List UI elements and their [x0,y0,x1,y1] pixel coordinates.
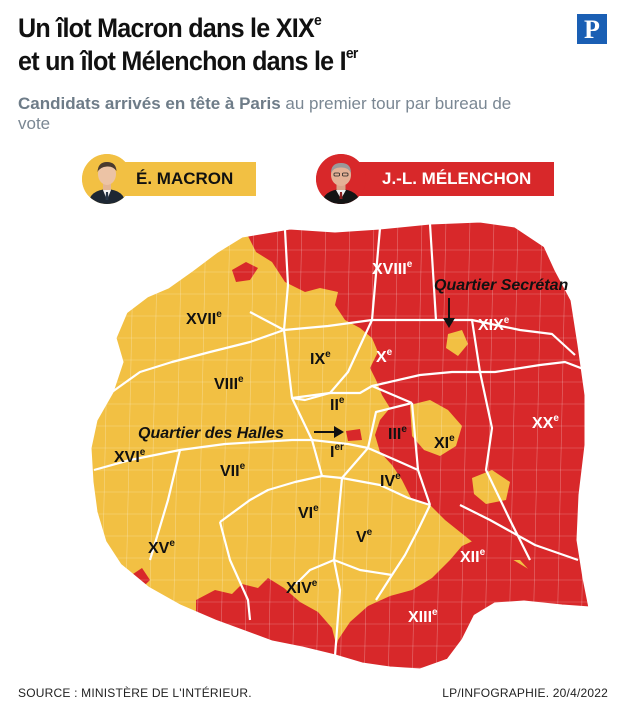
melenchon-pocket-halles [346,429,362,441]
arr-label-xvi: XVIe [114,447,146,466]
macron-portrait-icon [82,154,132,204]
title-line-1: Un îlot Macron dans le XIXe [18,12,322,43]
arrondissement-borders [93,223,587,657]
arr-label-xiv: XIVe [286,578,318,597]
arr-label-ix: IXe [310,349,331,368]
arr-label-vii: VIIe [220,461,246,480]
arr-label-viii: VIIIe [214,374,244,393]
arr-label-iii: IIIe [388,424,407,443]
macron-pocket-xii [472,470,510,504]
infographic-credit: LP/INFOGRAPHIE. 20/4/2022 [442,686,608,700]
arr-label-xvii: XVIIe [186,309,222,328]
paris-outline [88,220,592,672]
legend-melenchon: J.-L. MÉLENCHON [342,162,554,196]
arr-label-iv: IVe [380,471,401,490]
melenchon-spot-xvii [232,262,258,282]
annotation-halles: Quartier des Halles [138,425,284,442]
annotation-secretan: Quartier Secrétan [434,277,569,294]
arrow-right-icon [314,426,344,438]
arr-label-xx: XXe [532,413,559,432]
arr-label-v: Ve [356,527,373,546]
arr-label-xv: XVe [148,538,175,557]
arr-label-xix: XIXe [478,315,510,334]
arr-label-xi: XIe [434,433,455,452]
arr-label-xii: XIIe [460,547,486,566]
macron-pocket-secretan [446,330,468,356]
arr-label-xviii: XVIIIe [372,259,413,278]
le-parisien-logo: P [577,14,607,44]
title-line-2: et un îlot Mélenchon dans le Ier [18,45,358,76]
paris-map: Xe XVIIIe XIXe XXe XIIe XIIIe XVIIe IXe … [88,220,592,672]
arrow-down-icon [443,298,455,328]
arr-label-xiii: XIIIe [408,607,438,626]
map-title: Un îlot Macron dans le XIXe et un îlot M… [18,12,520,78]
melenchon-portrait-icon [316,154,366,204]
map-subtitle: Candidats arrivés en tête à Paris au pre… [18,94,512,133]
arr-label-ii: IIe [330,395,345,414]
arr-label-i: Ier [330,442,344,461]
macron-pocket-xi [410,400,462,456]
source-credit: SOURCE : MINISTÈRE DE L'INTÉRIEUR. [18,686,252,700]
arr-label-x: Xe [376,347,393,366]
arr-label-vi: VIe [298,503,319,522]
